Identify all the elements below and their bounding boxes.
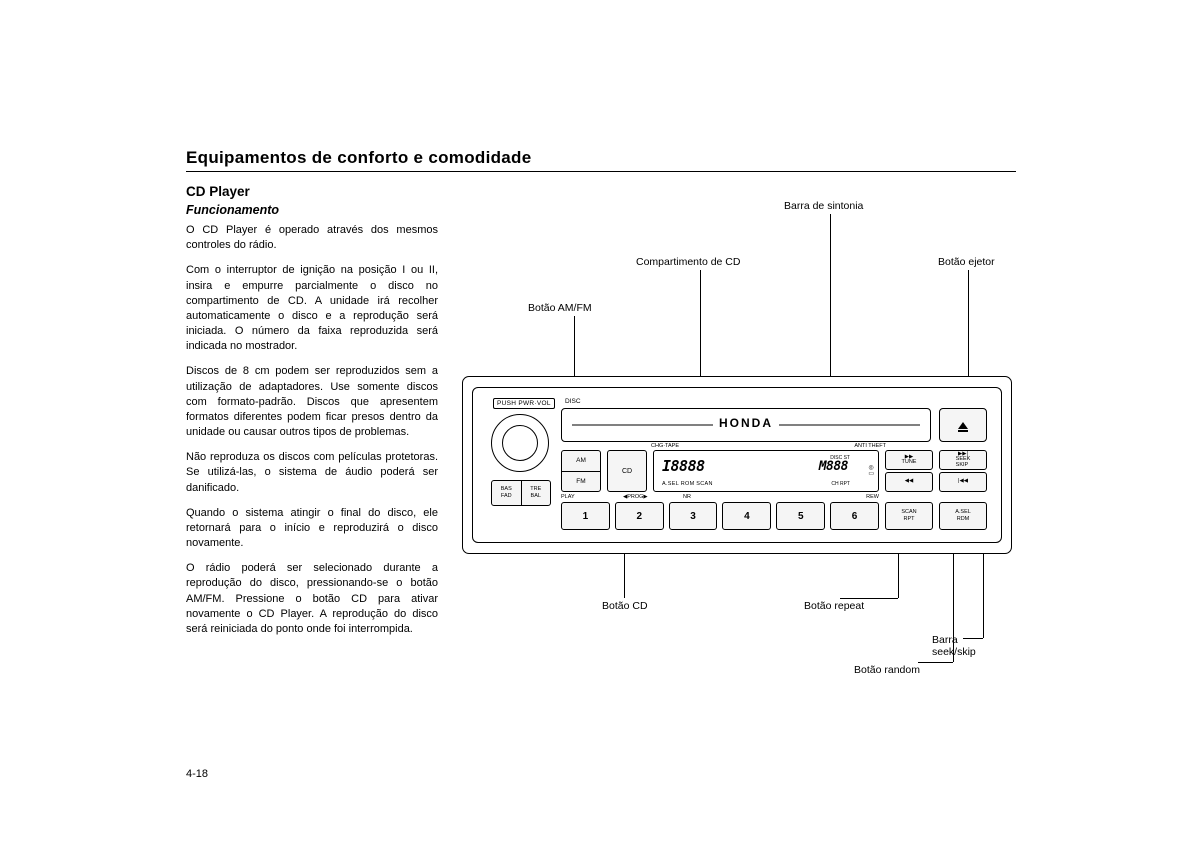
- scan-rpt-button: SCANRPT: [885, 502, 933, 530]
- columns: CD Player Funcionamento O CD Player é op…: [186, 184, 1016, 654]
- diagram: Barra de sintonia Compartimento de CD Bo…: [458, 184, 1016, 654]
- preset-3: 3: [669, 502, 718, 530]
- tune-dn: ◀◀: [885, 472, 933, 492]
- rew-label: REW: [866, 494, 879, 500]
- tape-label: CHG·TAPE: [651, 443, 679, 449]
- para: Não reproduza os discos com películas pr…: [186, 450, 438, 496]
- amfm-button: AM FM: [561, 450, 601, 492]
- preset-6: 6: [830, 502, 879, 530]
- label-repeat: Botão repeat: [804, 600, 864, 612]
- label-amfm: Botão AM/FM: [528, 302, 592, 314]
- page-content: Equipamentos de conforto e comodidade CD…: [186, 148, 1016, 654]
- nr-label: NR: [683, 494, 691, 500]
- tre-bal: TREBAL: [522, 481, 551, 505]
- disp-small: A.SEL ROM SCAN: [662, 481, 713, 487]
- subsection-title: Funcionamento: [186, 203, 438, 217]
- section-title: CD Player: [186, 184, 438, 199]
- leader: [968, 270, 969, 390]
- tune-up: ▶▶TUNE: [885, 450, 933, 470]
- fm-label: FM: [562, 472, 600, 492]
- disp-left: I8888: [662, 457, 705, 475]
- volume-knob: [491, 414, 549, 472]
- label-ejetor: Botão ejetor: [938, 256, 995, 268]
- am-label: AM: [562, 451, 600, 472]
- bas-fad: BASFAD: [492, 481, 522, 505]
- radio-unit: PUSH PWR·VOL DISC HONDA CHG·TAPE ANTI TH…: [462, 376, 1012, 554]
- prog-label: ◀PROG▶: [623, 494, 648, 500]
- display-panel: I8888 M888 A.SEL ROM SCAN DISC ST CH RPT…: [653, 450, 879, 492]
- asel-rdm-button: A.SELRDM: [939, 502, 987, 530]
- label-cd: Botão CD: [602, 600, 648, 612]
- brand-label: HONDA: [713, 416, 779, 430]
- row3: 1 2 3 4 5 6 SCANRPT A.SELRDM: [561, 502, 987, 530]
- body-text: O CD Player é operado através dos mesmos…: [186, 223, 438, 637]
- para: Discos de 8 cm podem ser reproduzidos se…: [186, 364, 438, 440]
- pwr-label: PUSH PWR·VOL: [493, 398, 555, 409]
- leader: [840, 598, 898, 599]
- preset-1: 1: [561, 502, 610, 530]
- preset-5: 5: [776, 502, 825, 530]
- bas-bal: BASFAD TREBAL: [491, 480, 551, 506]
- disp-small2: DISC ST: [830, 455, 850, 461]
- seek-buttons: ▶▶|SEEK SKIP |◀◀: [939, 450, 987, 492]
- disp-small3: CH RPT: [831, 481, 850, 487]
- label-sintonia: Barra de sintonia: [784, 200, 863, 212]
- para: Com o interruptor de ignição na posição …: [186, 263, 438, 354]
- anti-label: ANTI THEFT: [854, 443, 886, 449]
- label-compartimento: Compartimento de CD: [636, 256, 740, 268]
- preset-4: 4: [722, 502, 771, 530]
- cd-logo-icon: ◎▭: [868, 465, 874, 477]
- cd-button: CD: [607, 450, 647, 492]
- preset-2: 2: [615, 502, 664, 530]
- radio-inner: PUSH PWR·VOL DISC HONDA CHG·TAPE ANTI TH…: [472, 387, 1002, 543]
- row2: AM FM CD I8888 M888 A.SEL ROM SCAN DISC …: [561, 450, 987, 492]
- text-column: CD Player Funcionamento O CD Player é op…: [186, 184, 438, 654]
- disc-label: DISC: [565, 398, 581, 405]
- para: O rádio poderá ser selecionado durante a…: [186, 561, 438, 637]
- seek-up: ▶▶|SEEK SKIP: [939, 450, 987, 470]
- page-title: Equipamentos de conforto e comodidade: [186, 148, 1016, 172]
- tune-buttons: ▶▶TUNE ◀◀: [885, 450, 933, 492]
- leader: [963, 638, 983, 639]
- eject-icon: [958, 422, 968, 429]
- para: Quando o sistema atingir o final do disc…: [186, 506, 438, 552]
- eject-button: [939, 408, 987, 442]
- preset-row: 1 2 3 4 5 6: [561, 502, 879, 530]
- cd-slot: HONDA: [561, 408, 931, 442]
- para: O CD Player é operado através dos mesmos…: [186, 223, 438, 253]
- seek-dn: |◀◀: [939, 472, 987, 492]
- page-number: 4-18: [186, 768, 208, 780]
- play-label: PLAY: [561, 494, 575, 500]
- leader: [830, 214, 831, 384]
- disp-right: M888: [819, 459, 848, 474]
- leader: [953, 540, 954, 662]
- diagram-column: Barra de sintonia Compartimento de CD Bo…: [458, 184, 1016, 654]
- leader: [918, 662, 953, 663]
- label-random: Botão random: [854, 664, 920, 676]
